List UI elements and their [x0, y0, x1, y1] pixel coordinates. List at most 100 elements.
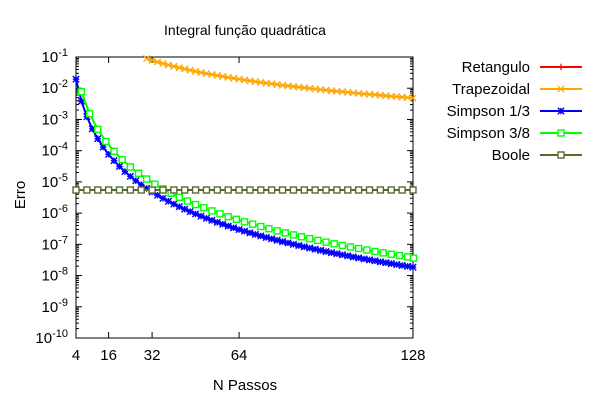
data-point [338, 241, 347, 250]
data-point [142, 175, 151, 183]
data-point [240, 218, 249, 226]
legend-label: Trapezoidal [452, 81, 530, 98]
data-point [306, 244, 314, 252]
y-tick-label: 10-2 [42, 78, 68, 97]
y-axis-label: Erro [12, 181, 29, 209]
data-point [262, 233, 270, 242]
axes: 4 16 32 64 128 10-1 10-2 10-3 10-4 10-5 10-6 10-7 10… [35, 47, 425, 364]
data-point [175, 64, 183, 72]
legend-marker [557, 85, 565, 93]
data-point [213, 218, 222, 226]
y-tick-label: 10-3 [42, 109, 68, 128]
data-point [148, 56, 156, 64]
data-point [235, 186, 243, 194]
y-tick-label: 10-7 [42, 234, 68, 253]
data-point [208, 70, 216, 79]
data-point [132, 176, 140, 185]
data-point [322, 186, 330, 194]
data-point [278, 186, 287, 194]
data-point [213, 186, 222, 194]
data-point [354, 254, 363, 262]
x-axis-label: N Passos [213, 377, 277, 394]
y-tick-label: 10-5 [42, 172, 68, 191]
data-point [392, 260, 401, 269]
data-point [159, 194, 167, 203]
data-point [175, 202, 183, 211]
data-point [126, 163, 135, 171]
data-point [281, 229, 289, 237]
data-point [191, 186, 200, 194]
series-trapezoidal [143, 54, 417, 102]
data-point [330, 240, 338, 248]
y-tick-label: 10-8 [42, 266, 68, 285]
series-simpson-1-3 [72, 75, 417, 271]
data-point [284, 239, 292, 247]
data-point [382, 259, 390, 267]
data-point [159, 59, 167, 68]
data-point [110, 147, 118, 156]
data-point [94, 125, 102, 134]
data-point [110, 157, 118, 165]
data-point [403, 262, 412, 270]
data-point [77, 88, 86, 96]
data-point [159, 186, 167, 194]
data-point [376, 258, 385, 266]
data-point [322, 238, 330, 246]
data-point [273, 227, 281, 235]
legend-marker [557, 107, 565, 115]
data-point [349, 253, 357, 261]
data-point [297, 233, 306, 241]
data-point [257, 186, 265, 194]
legend-label: Simpson 1/3 [447, 103, 530, 120]
data-point [143, 54, 151, 63]
data-point [387, 250, 395, 258]
data-point [208, 207, 216, 215]
legend-label: Simpson 3/8 [447, 125, 530, 142]
data-point [246, 229, 254, 237]
data-point [181, 205, 189, 213]
data-point [137, 180, 145, 189]
data-point [77, 97, 86, 105]
data-point [316, 246, 325, 255]
data-point [278, 237, 287, 246]
data-point [197, 212, 205, 220]
legend-marker [557, 63, 565, 71]
data-point [183, 197, 192, 205]
data-point [191, 67, 200, 75]
data-point [142, 184, 151, 193]
data-point [346, 243, 355, 251]
data-point [409, 186, 417, 194]
y-tick-label: 10-10 [35, 328, 68, 347]
data-point [267, 235, 276, 243]
data-point [265, 225, 273, 233]
data-point [376, 186, 385, 194]
data-point [115, 162, 124, 171]
plot-frame [75, 56, 414, 339]
data-point [403, 253, 412, 261]
y-tick-label: 10-9 [42, 297, 68, 316]
data-point [344, 252, 352, 260]
data-point [72, 186, 80, 194]
x-tick-label: 4 [72, 347, 80, 364]
data-point [102, 137, 110, 146]
data-point [115, 186, 124, 194]
data-point [333, 186, 341, 194]
data-point [371, 257, 379, 265]
data-point [257, 222, 265, 231]
data-point [289, 231, 298, 239]
data-point [134, 169, 143, 178]
data-point [360, 255, 368, 263]
series-line [146, 57, 414, 99]
legend-label: Boole [492, 147, 530, 164]
data-point [202, 69, 211, 78]
y-tick-label: 10-4 [42, 141, 68, 160]
data-point [387, 259, 395, 268]
data-point [371, 247, 379, 256]
data-point [300, 243, 308, 251]
data-point [257, 232, 265, 240]
data-point [224, 212, 232, 221]
data-point [338, 251, 347, 259]
data-point [387, 186, 395, 194]
